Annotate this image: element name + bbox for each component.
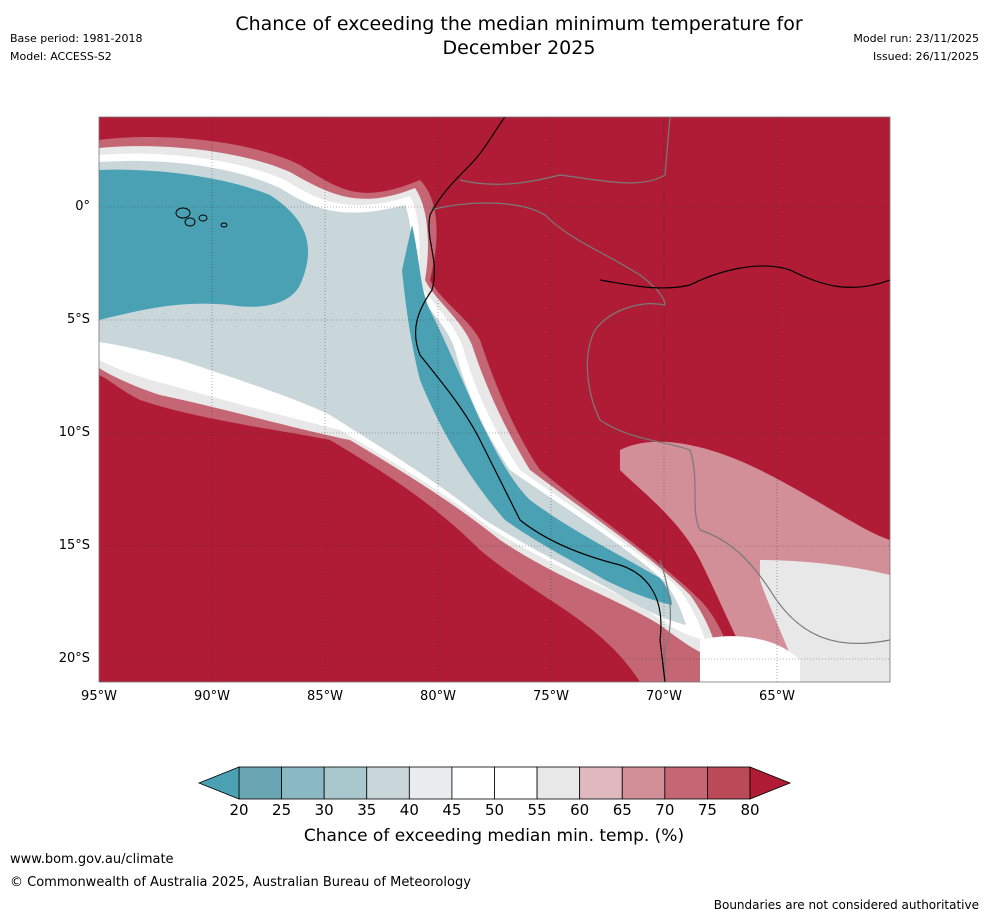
- issued-date: Issued: 26/11/2025: [872, 50, 979, 63]
- colorbar-high-extension: [749, 766, 792, 800]
- colorbar-bin-60: [579, 766, 623, 800]
- lon-label-95w: 95°W: [81, 689, 117, 704]
- meta-right: Model run: 23/11/2025 Issued: 26/11/2025: [853, 30, 979, 66]
- colorbar-bin-75: [707, 766, 751, 800]
- map-frame: [98, 116, 891, 683]
- colorbar-bin-20: [238, 766, 282, 800]
- lon-label-70w: 70°W: [646, 689, 682, 704]
- colorbar-label-35: 35: [357, 801, 377, 819]
- colorbar-bin-30: [323, 766, 368, 800]
- title-line-1: Chance of exceeding the median minimum t…: [235, 13, 803, 35]
- lon-label-75w: 75°W: [533, 689, 569, 704]
- lat-label-10s: 10°S: [58, 425, 90, 440]
- lon-label-65w: 65°W: [759, 689, 795, 704]
- lon-label-80w: 80°W: [420, 689, 456, 704]
- colorbar-label-80: 80: [740, 801, 760, 819]
- colorbar-label-20: 20: [229, 801, 249, 819]
- country-borders: [429, 117, 890, 682]
- lon-label-85w: 85°W: [307, 689, 343, 704]
- colorbar-label-30: 30: [314, 801, 334, 819]
- base-period: Base period: 1981-2018: [10, 32, 143, 45]
- colorbar-low-extension: [197, 766, 240, 800]
- colorbar-label-45: 45: [442, 801, 462, 819]
- footer-url[interactable]: www.bom.gov.au/climate: [10, 852, 174, 867]
- colorbar-bin-40: [408, 766, 453, 800]
- lat-label-15s: 15°S: [58, 538, 90, 553]
- colorbar-label-70: 70: [655, 801, 675, 819]
- colorbar-bin-70: [664, 766, 708, 800]
- colorbar-title: Chance of exceeding median min. temp. (%…: [303, 826, 685, 846]
- colorbar-label-25: 25: [272, 801, 292, 819]
- model-name: Model: ACCESS-S2: [10, 50, 112, 63]
- colorbar-label-50: 50: [484, 801, 505, 819]
- lat-label-20s: 20°S: [58, 651, 90, 666]
- footer-copyright: © Commonwealth of Australia 2025, Austra…: [10, 875, 471, 890]
- colorbar-bin-35: [366, 766, 410, 800]
- lat-label-5s: 5°S: [66, 312, 90, 327]
- galapagos-islands: [175, 207, 228, 228]
- chart-title: Chance of exceeding the median minimum t…: [194, 12, 844, 60]
- lon-label-90w: 90°W: [194, 689, 230, 704]
- colorbar-bin-45: [451, 766, 495, 800]
- colorbar-label-60: 60: [570, 801, 590, 819]
- colorbar-bin-65: [621, 766, 666, 800]
- colorbar-bin-25: [281, 766, 325, 800]
- coastal-core-cool: [402, 225, 672, 605]
- meta-left: Base period: 1981-2018 Model: ACCESS-S2: [10, 30, 142, 66]
- colorbar-label-65: 65: [612, 801, 632, 819]
- gridlines: [99, 117, 890, 682]
- forecast-map: [99, 117, 890, 682]
- colorbar-label-75: 75: [697, 801, 717, 819]
- model-run: Model run: 23/11/2025: [853, 32, 979, 45]
- lat-label-0: 0°: [75, 199, 90, 214]
- colorbar-bin-55: [536, 766, 581, 800]
- colorbar-label-55: 55: [527, 801, 547, 819]
- colorbar: [238, 766, 751, 800]
- footer-disclaimer: Boundaries are not considered authoritat…: [713, 898, 979, 912]
- title-line-2: December 2025: [442, 37, 596, 59]
- coastline: [414, 117, 890, 682]
- colorbar-bin-50: [494, 766, 538, 800]
- colorbar-label-40: 40: [399, 801, 419, 819]
- bolivia-pale-patch: [760, 560, 890, 682]
